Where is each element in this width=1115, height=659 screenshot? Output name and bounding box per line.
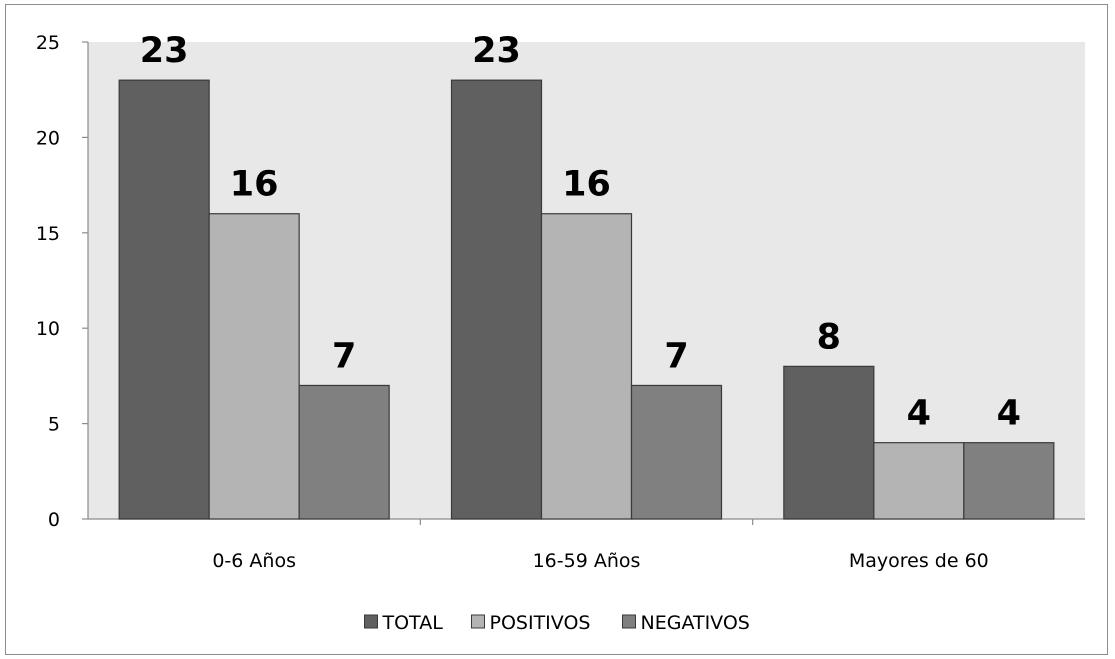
- y-tick-label: 5: [48, 414, 60, 436]
- legend-label: NEGATIVOS: [641, 612, 750, 634]
- data-label: 8: [817, 317, 841, 357]
- data-label: 23: [140, 31, 189, 71]
- x-tick-label: 0-6 Años: [212, 550, 296, 572]
- legend-label: POSITIVOS: [490, 612, 591, 634]
- bar: [118, 79, 210, 520]
- bar: [630, 384, 723, 520]
- x-tick-label: Mayores de 60: [849, 550, 989, 572]
- legend-label: TOTAL: [382, 612, 444, 634]
- bar: [783, 365, 875, 520]
- bar: [298, 384, 390, 520]
- bar: [450, 79, 543, 520]
- y-tick-label: 10: [36, 318, 60, 340]
- bar: [540, 213, 633, 520]
- y-tick-label: 15: [36, 223, 60, 245]
- data-label: 7: [664, 336, 688, 376]
- legend-swatch: [622, 614, 636, 629]
- y-tick-label: 20: [36, 127, 60, 149]
- data-label: 23: [472, 31, 521, 71]
- y-tick-label: 25: [36, 32, 60, 54]
- data-label: 7: [332, 336, 356, 376]
- data-label: 16: [230, 165, 279, 205]
- data-label: 16: [562, 165, 611, 205]
- legend-swatch: [364, 614, 378, 629]
- legend-swatch: [471, 614, 485, 629]
- y-tick-label: 0: [48, 509, 60, 531]
- bar: [963, 442, 1055, 520]
- data-label: 4: [907, 394, 931, 434]
- data-label: 4: [997, 394, 1021, 434]
- bar: [208, 213, 300, 520]
- bar: [873, 442, 965, 520]
- x-tick-label: 16-59 Años: [533, 550, 641, 572]
